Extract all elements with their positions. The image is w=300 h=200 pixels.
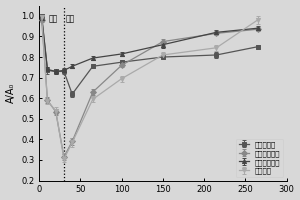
Text: 解附: 解附 — [66, 14, 75, 23]
Y-axis label: A/A₀: A/A₀ — [6, 83, 16, 103]
Text: 吸附: 吸附 — [49, 14, 58, 23]
Legend: 未再生材料, 第二次再生后, 第一次再生后, 初始材料: 未再生材料, 第二次再生后, 第一次再生后, 初始材料 — [236, 139, 283, 177]
